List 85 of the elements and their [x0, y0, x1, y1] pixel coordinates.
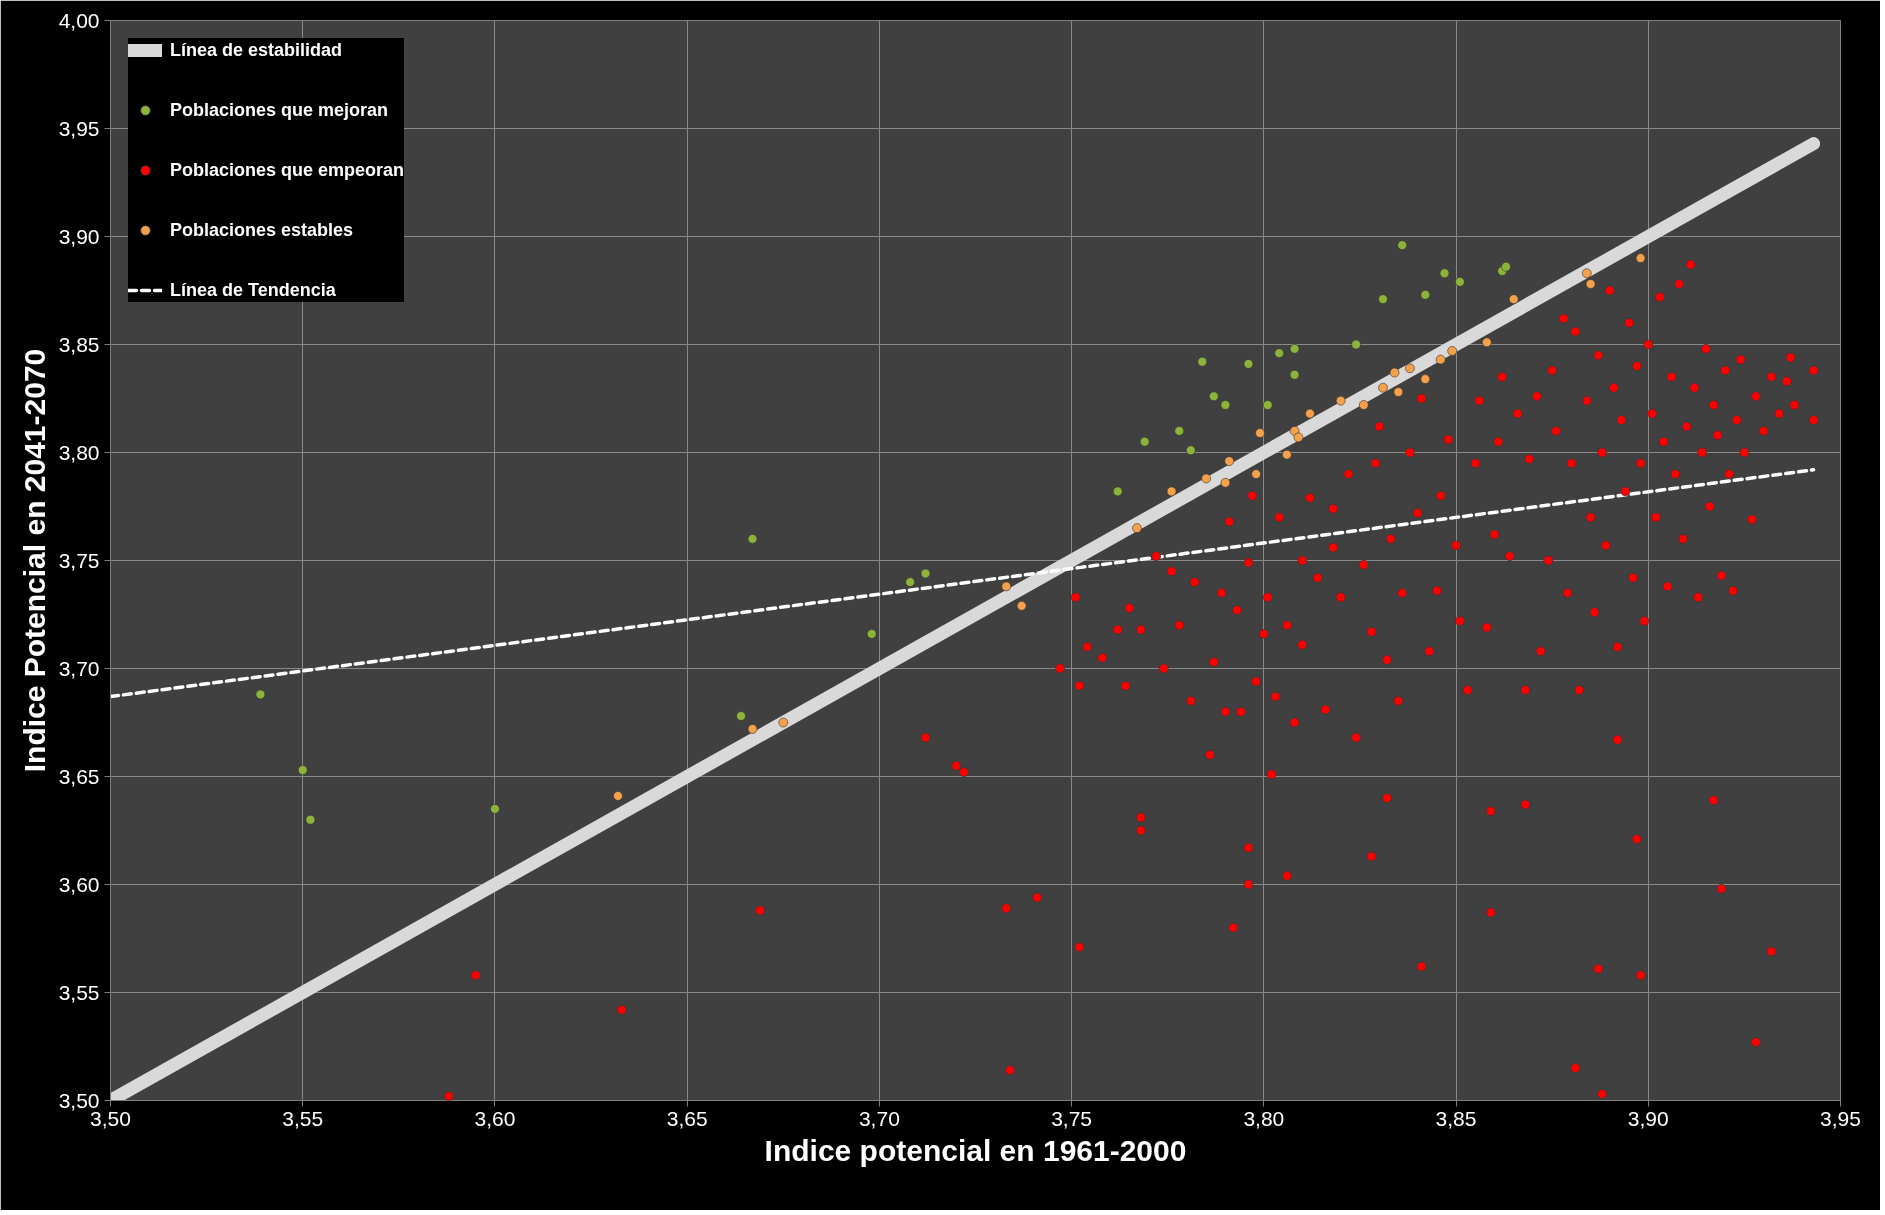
point: [1435, 354, 1446, 365]
point: [1166, 486, 1177, 497]
y-tick-label: 3,55: [58, 980, 100, 1004]
point: [1282, 449, 1292, 460]
point: [1358, 400, 1369, 410]
point: [1262, 400, 1273, 410]
point: [1420, 374, 1431, 384]
point: [778, 717, 789, 728]
point: [1197, 356, 1208, 367]
point: [747, 724, 758, 734]
x-tick-label: 3,85: [1435, 1106, 1477, 1130]
point: [1274, 348, 1285, 358]
point: [1305, 408, 1315, 419]
point: [490, 804, 500, 814]
y-tick-label: 3,50: [58, 1088, 100, 1112]
point: [1508, 294, 1519, 304]
point: [1001, 581, 1012, 592]
legend-label: Línea de estabilidad: [170, 39, 343, 61]
point: [1405, 363, 1415, 374]
x-tick-label: 3,55: [282, 1106, 324, 1130]
point: [1174, 426, 1185, 436]
x-tick-label: 3,70: [858, 1106, 900, 1130]
point: [1220, 477, 1231, 488]
point: [297, 765, 308, 775]
point: [1132, 523, 1142, 533]
point: [1289, 344, 1300, 354]
point: [1209, 391, 1219, 402]
point: [1455, 277, 1465, 287]
point: [255, 689, 266, 700]
point: [613, 791, 623, 801]
point: [747, 534, 758, 544]
x-tick-label: 3,95: [1820, 1106, 1861, 1130]
legend-label: Poblaciones que mejoran: [170, 99, 389, 121]
y-tick-label: 3,95: [58, 116, 100, 140]
point: [1251, 469, 1261, 479]
point: [1220, 400, 1231, 410]
legend-label: Poblaciones estables: [170, 219, 354, 241]
y-tick-label: 3,70: [58, 656, 100, 680]
x-tick-label: 3,80: [1243, 1106, 1285, 1130]
y-axis-title: Indice Potencial en 2041-2070: [17, 348, 51, 773]
point: [1335, 395, 1346, 406]
y-tick-label: 4,00: [58, 8, 100, 32]
x-tick-label: 3,65: [666, 1106, 708, 1130]
point: [920, 568, 931, 579]
y-tick-label: 3,60: [58, 872, 100, 896]
point: [1289, 369, 1300, 380]
point: [1447, 346, 1458, 356]
point: [1585, 279, 1596, 289]
point: [1389, 367, 1400, 378]
point: [866, 629, 877, 639]
y-tick-label: 3,75: [58, 548, 100, 572]
point: [1255, 428, 1265, 438]
y-tick-label: 3,65: [58, 764, 100, 788]
point: [1016, 601, 1027, 611]
point: [1139, 436, 1150, 447]
x-axis-title: Indice potencial en 1961-2000: [764, 1133, 1187, 1167]
point: [1243, 359, 1254, 369]
y-tick-label: 3,85: [58, 332, 100, 356]
point: [1501, 261, 1511, 272]
x-tick-label: 3,90: [1627, 1106, 1669, 1130]
point: [1224, 456, 1235, 466]
point: [905, 577, 915, 587]
point: [305, 814, 316, 825]
point: [1420, 290, 1431, 300]
legend-label: Poblaciones que empeoran: [170, 159, 405, 181]
point: [1378, 382, 1388, 393]
point: [1439, 268, 1450, 279]
y-tick-label: 3,80: [58, 440, 100, 464]
x-tick-label: 3,60: [474, 1106, 516, 1130]
point: [1393, 387, 1404, 397]
point: [1635, 253, 1646, 263]
x-tick-label: 3,75: [1051, 1106, 1093, 1130]
point: [1293, 432, 1304, 443]
point: [1201, 473, 1211, 484]
y-tick-label: 3,90: [58, 224, 100, 248]
point: [1289, 426, 1300, 436]
point: [1581, 268, 1592, 279]
point: [1112, 486, 1123, 497]
point: [1351, 339, 1361, 350]
point: [1185, 445, 1196, 456]
legend-label: Línea de Tendencia: [170, 279, 336, 301]
point: [736, 711, 746, 721]
point: [1482, 337, 1492, 348]
point: [1397, 240, 1408, 250]
point: [1378, 294, 1388, 304]
